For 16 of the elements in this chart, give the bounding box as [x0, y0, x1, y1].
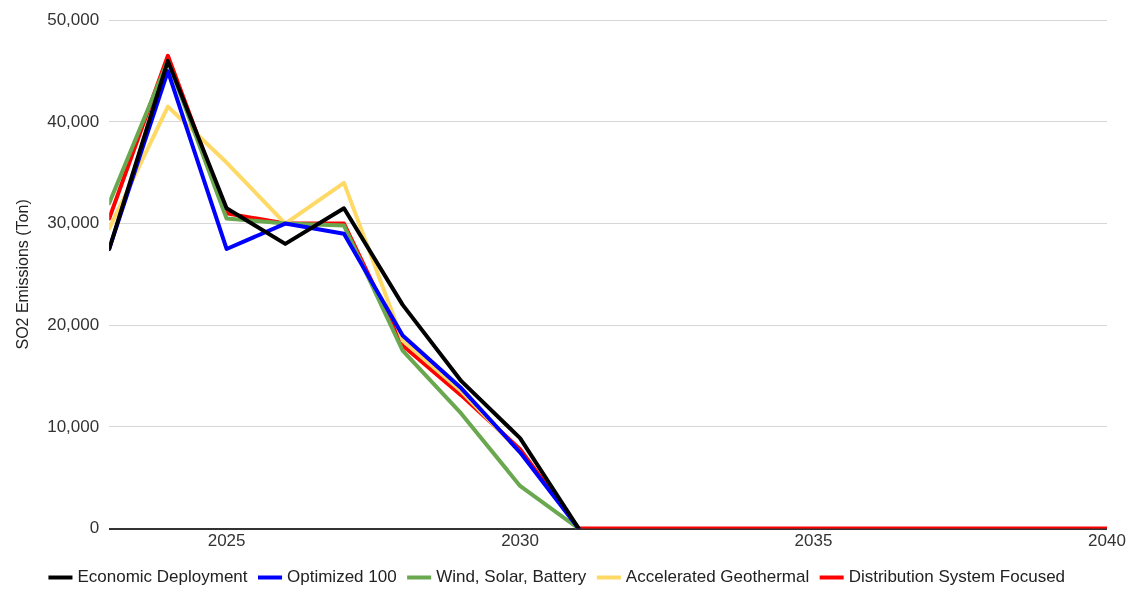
- x-tick-label: 2040: [1088, 531, 1126, 551]
- legend-label: Optimized 100: [287, 567, 397, 587]
- y-axis-title: SO2 Emissions (Ton): [14, 199, 32, 350]
- y-tick-label: 50,000: [47, 9, 100, 29]
- y-tick-label: 0: [89, 518, 100, 538]
- y-tick-label: 10,000: [47, 416, 100, 436]
- legend-label: Accelerated Geothermal: [625, 567, 810, 587]
- x-tick-label: 2035: [794, 531, 833, 551]
- legend-label: Distribution System Focused: [848, 567, 1066, 587]
- legend-label: Economic Deployment: [77, 567, 248, 587]
- y-tick-label: 20,000: [47, 314, 100, 334]
- x-tick-label: 2025: [207, 531, 246, 551]
- y-tick-label: 40,000: [47, 111, 100, 131]
- legend-label: Wind, Solar, Battery: [436, 567, 587, 587]
- x-tick-label: 2030: [501, 531, 539, 551]
- y-tick-label: 30,000: [47, 213, 100, 233]
